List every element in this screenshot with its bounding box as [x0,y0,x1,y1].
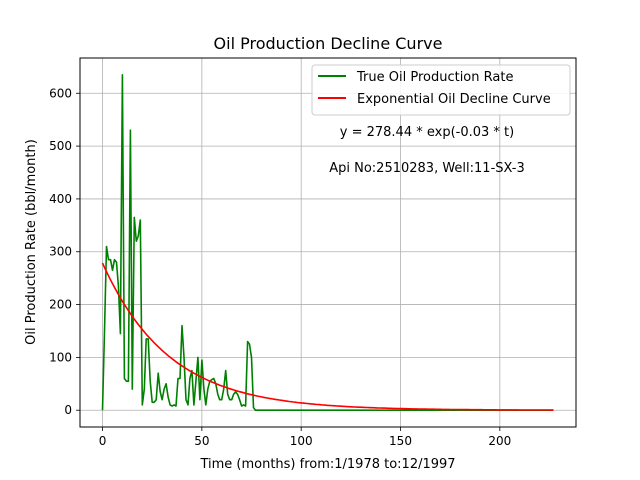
series-line-true-rate [101,74,554,412]
x-tick-label: 150 [389,434,412,448]
legend-label-decline-curve: Exponential Oil Decline Curve [357,92,551,107]
plot-frame [79,57,577,428]
y-axis-label: Oil Production Rate (bbl/month) [24,139,39,345]
y-tick-label: 400 [49,192,72,206]
y-tick-label: 600 [49,86,72,100]
well-annotation: Api No:2510283, Well:11-SX-3 [329,161,525,176]
y-tick-label: 200 [49,298,72,312]
x-tick-label: 0 [99,434,107,448]
x-tick-label: 100 [290,434,313,448]
legend-label-true-rate: True Oil Production Rate [356,70,513,85]
x-tick-label: 50 [194,434,209,448]
y-tick-label: 500 [49,139,72,153]
series-line-decline-curve [101,262,554,411]
axis-ticks: 0 50 100 150 200 0 100 200 300 400 500 600 [49,86,511,448]
grid [80,58,576,427]
y-tick-label: 0 [64,403,72,417]
y-tick-label: 100 [49,350,72,364]
plot-data [101,74,554,412]
x-axis-label: Time (months) from:1/1978 to:12/1997 [199,457,455,472]
x-tick-label: 200 [488,434,511,448]
legend: True Oil Production Rate Exponential Oil… [311,64,571,116]
y-tick-label: 300 [49,245,72,259]
legend-box [311,64,571,116]
equation-annotation: y = 278.44 * exp(-0.03 * t) [340,125,514,140]
chart-title: Oil Production Decline Curve [214,34,443,53]
